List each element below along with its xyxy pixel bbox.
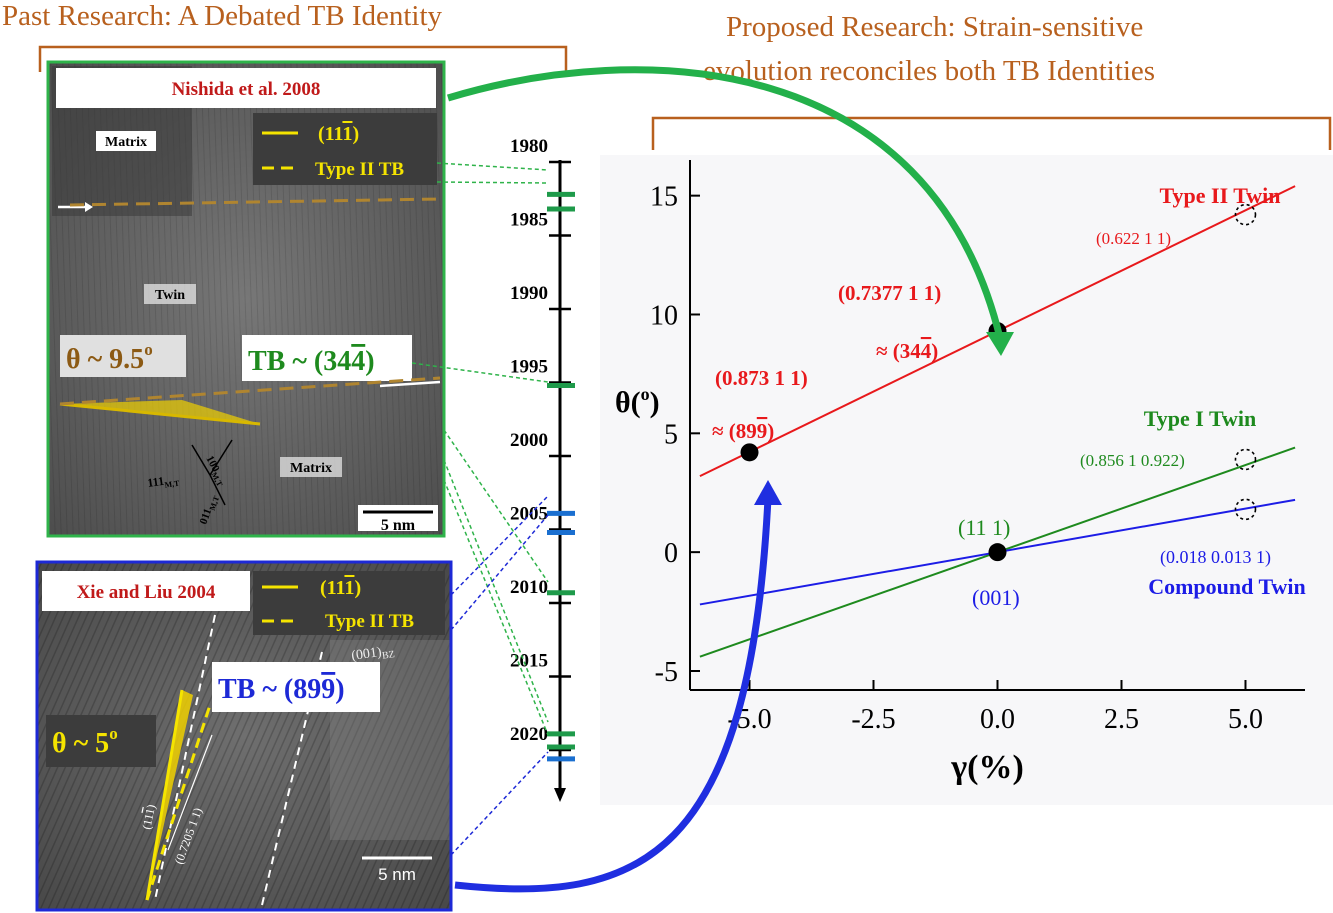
tem-bottom-tb-label: TB ~ (899) [218,674,345,705]
tem-bottom-legend-solid-label: (111) [320,577,361,599]
tem-top-axis-111: 111M,T [146,472,180,492]
timeline-year-label: 1995 [510,357,548,378]
tem-top-scalebar: 5 nm [381,517,416,534]
data-point-open [1234,203,1257,226]
series-label-compound: Compound Twin [1148,574,1306,599]
annot-0018: (0.018 0.013 1) [1160,547,1271,568]
tem-top-legend-dashed-label: Type II TB [315,159,404,180]
y-tick-label: 0 [664,538,678,569]
tem-top-theta: θ ~ 9.5o [66,340,153,375]
right-heading-line1: Proposed Research: Strain-sensitive [726,11,1144,43]
tem-bottom-diag-label1: (111) [139,803,158,830]
x-tick-label: 5.0 [1228,704,1263,735]
tem-top-panel: Nishida et al. 2008 (111) Type II TB Mat… [46,60,446,538]
annot-111: (11 1) [958,515,1010,540]
x-axis-label: γ(%) [950,749,1024,786]
timeline-year-label: 2010 [510,577,548,598]
blue-curved-arrow [454,497,772,893]
annot-0856: (0.856 1 0.922) [1080,451,1185,470]
timeline-year-label: 1990 [510,283,548,304]
series-label-type2: Type II Twin [1159,183,1280,208]
tem-bottom-citation: Xie and Liu 2004 [77,582,216,603]
data-point-filled [988,543,1007,562]
data-point-open [1234,498,1257,521]
right-heading-bracket [651,116,1332,150]
annot-0873: (0.873 1 1) [715,366,808,390]
x-tick-label: -2.5 [851,704,895,735]
timeline-year-label: 1980 [510,136,548,157]
x-tick-label: 0.0 [980,704,1015,735]
tem-bottom-theta: θ ~ 5o [52,724,118,759]
green-arrowhead [986,332,1014,356]
blue-arrowhead [754,480,782,505]
timeline-year-label: 2000 [510,430,548,451]
tem-bottom-legend [253,571,445,635]
timeline-year-label: 2020 [510,724,548,745]
timeline-year-label: 2005 [510,504,548,525]
annot-001: (001) [972,585,1020,610]
annot-344: ≈ (344) [876,339,938,363]
tem-top-citation-box [56,68,436,108]
data-point-filled [740,443,759,462]
tem-bottom-panel: Xie and Liu 2004 (111) Type II TB (001)B… [35,560,453,912]
left-heading-bracket [38,45,568,72]
tem-top-citation: Nishida et al. 2008 [172,79,321,100]
tem-bottom-scalebar: 5 nm [378,865,416,884]
y-tick-label: 10 [650,300,678,331]
timeline-connectors-green [411,162,549,736]
green-curved-arrow [446,66,1004,339]
tem-top-frame [46,60,446,538]
chart-point-annotations: (0.873 1 1) ≈ (899) (0.7377 1 1) ≈ (344)… [712,229,1271,610]
y-axis-label: θ(o) [615,384,660,419]
tem-top-label-matrix: Matrix [105,135,147,150]
tem-top-label-twin: Twin [155,288,185,303]
tem-bottom-frame [35,560,453,912]
tem-top-label-matrix-bottom: Matrix [290,461,332,476]
y-tick-label: 5 [664,419,678,450]
tem-top-legend [253,113,437,185]
tem-bottom-legend-dashed-label: Type II TB [325,611,414,632]
y-tick-label: -5 [655,657,678,688]
annot-0622: (0.622 1 1) [1096,229,1171,248]
timeline-year-label: 1985 [510,210,548,231]
tem-top-legend-solid-label: (111) [318,123,359,145]
timeline: 1980 1985 1990 1995 2000 2005 2010 2015 2020 [510,136,575,802]
chart-annotations: Type II Twin Type I Twin Compound Twin [1144,183,1306,599]
annot-07377: (0.7377 1 1) [838,281,941,305]
right-heading-line2: evolution reconciles both TB Identities [703,55,1156,87]
x-tick-label: 2.5 [1104,704,1139,735]
timeline-year-label: 2015 [510,651,548,672]
annot-899: ≈ (899) [712,419,774,443]
series-label-type1: Type I Twin [1144,406,1256,431]
tem-top-crystal-axes [191,439,233,506]
tem-bottom-plane-label: (001)BZ [350,643,395,666]
tem-top-tb-label: TB ~ (344) [248,346,375,377]
left-heading: Past Research: A Debated TB Identity [2,0,443,32]
y-tick-label: 15 [650,182,678,213]
data-point-open [1234,448,1257,471]
timeline-connectors-blue [450,495,549,856]
